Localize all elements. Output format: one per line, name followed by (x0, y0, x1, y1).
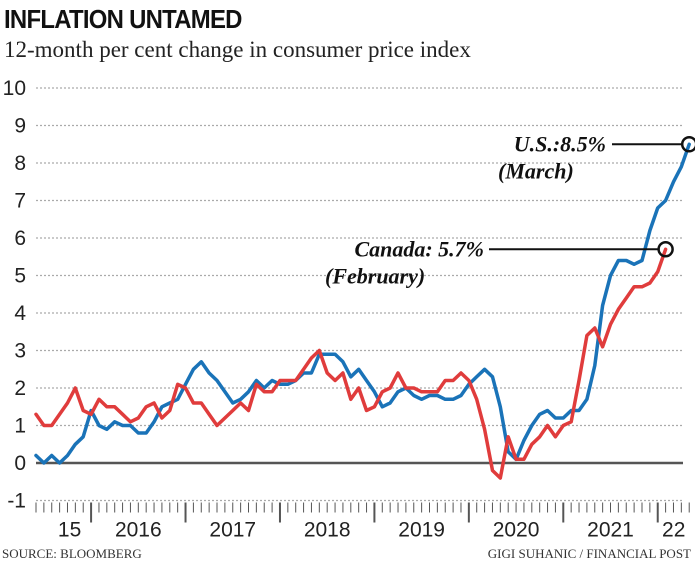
y-axis-tick-labels: -1 0 1 2 3 4 5 6 7 8 9 10 (3, 77, 27, 513)
us-end-marker (680, 136, 695, 153)
gridlines (36, 87, 683, 502)
series-line-us (34, 142, 691, 465)
credit-note: GIGI SUHANIC / FINANCIAL POST (487, 546, 691, 561)
y-tick-label: -1 (7, 490, 26, 513)
x-tick-label: 2018 (304, 519, 351, 542)
x-tick-label: 2016 (115, 519, 162, 542)
y-tick-label: 8 (14, 152, 26, 175)
canada-end-label: Canada: 5.7% (354, 236, 484, 261)
canada-end-note: (February) (325, 263, 425, 288)
y-tick-label: 2 (14, 377, 26, 400)
annotations: U.S.:8.5%(March) Canada: 5.7%(February) (325, 131, 695, 288)
x-axis: 15 2016 2017 2018 2019 2020 2021 22 (35, 502, 690, 542)
y-tick-label: 0 (14, 452, 26, 475)
chart-title: INFLATION UNTAMED (4, 4, 242, 34)
x-tick-label: 2019 (398, 519, 445, 542)
series-line-canada (34, 247, 668, 480)
x-tick-label: 2021 (587, 519, 634, 542)
x-tick-label: 2020 (493, 519, 540, 542)
chart-subtitle: 12-month per cent change in consumer pri… (4, 37, 471, 62)
canada-end-marker (657, 241, 674, 258)
source-note: SOURCE: BLOOMBERG (2, 546, 142, 561)
y-tick-label: 5 (14, 265, 26, 288)
y-tick-label: 6 (14, 227, 26, 250)
x-tick-label: 22 (662, 519, 685, 542)
y-tick-label: 4 (14, 302, 26, 325)
us-end-note: (March) (498, 158, 574, 183)
y-tick-label: 10 (3, 77, 26, 100)
y-tick-label: 9 (14, 115, 26, 138)
y-tick-label: 7 (14, 190, 26, 213)
x-tick-label: 2017 (209, 519, 256, 542)
y-tick-label: 1 (14, 415, 26, 438)
y-tick-label: 3 (14, 340, 26, 363)
x-tick-label: 15 (58, 519, 81, 542)
us-end-label: U.S.:8.5% (514, 131, 606, 156)
series-lines (34, 142, 691, 480)
